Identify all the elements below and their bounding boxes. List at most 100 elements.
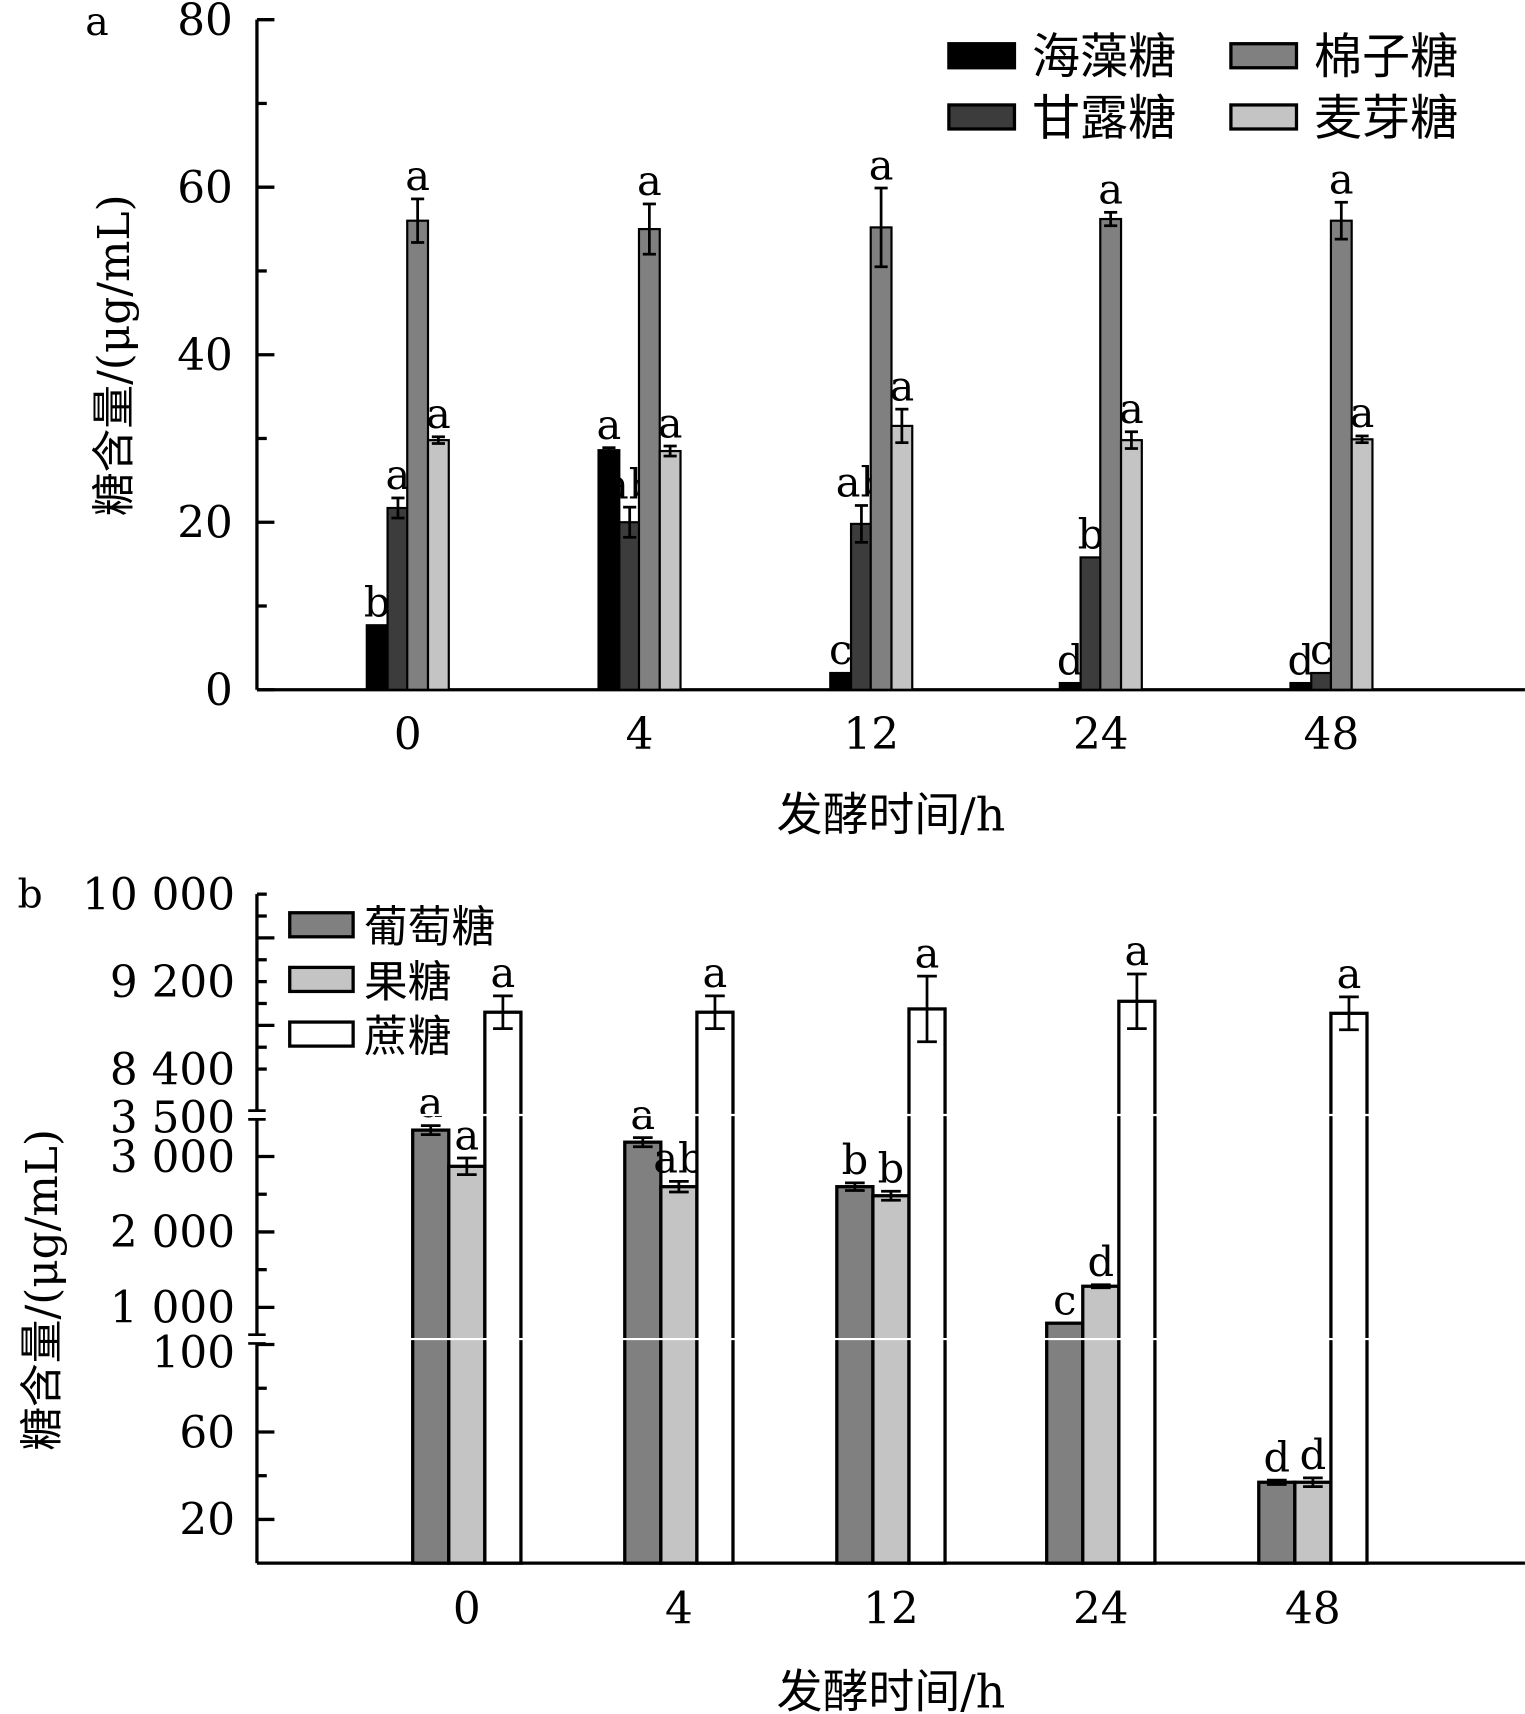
panel-a-bar xyxy=(426,439,450,691)
panel-b-bar xyxy=(659,1185,699,1565)
panel-b-x-tick-label: 48 xyxy=(1285,1583,1341,1634)
panel-a-y-tick-label: 0 xyxy=(205,665,233,716)
panel-b-bar xyxy=(483,1010,523,1565)
panel-b-bar xyxy=(907,1007,947,1565)
panel-b-y-tick-label: 3 500 xyxy=(110,1092,235,1143)
panel-b-y-tick-label: 9 200 xyxy=(110,957,235,1008)
panel-a-significance-letter: a xyxy=(1119,384,1144,433)
panel-b-legend-swatch xyxy=(288,965,355,994)
panel-b-legend-swatch xyxy=(288,1020,355,1048)
panel-a-significance-letter: a xyxy=(426,389,451,438)
panel-a-label: a xyxy=(85,0,108,45)
panel-b-x-tick-label: 4 xyxy=(665,1583,693,1634)
panel-b-legend-label: 果糖 xyxy=(364,957,451,1008)
panel-b-y-tick-label: 8 400 xyxy=(110,1044,235,1095)
panel-b-y-tick-label: 10 000 xyxy=(82,869,235,920)
panel-b-y-tick-label: 2 000 xyxy=(110,1207,235,1258)
panel-b-significance-letter: a xyxy=(491,948,516,997)
panel-a-significance-letter: a xyxy=(597,400,622,449)
panel-a-significance-letter: a xyxy=(658,398,683,447)
panel-b-significance-letter: d xyxy=(1300,1430,1327,1479)
panel-b-significance-letter: b xyxy=(878,1143,905,1192)
panel-b-x-tick-label: 12 xyxy=(863,1583,919,1634)
panel-a-bar xyxy=(406,219,430,691)
panel-a-significance-letter: a xyxy=(637,156,662,205)
panel-a-legend-swatch xyxy=(1229,42,1299,70)
axis-break-gap xyxy=(250,1334,266,1344)
panel-b-significance-letter: a xyxy=(418,1078,443,1127)
panel-a-x-tick-label: 4 xyxy=(626,709,654,760)
panel-a-x-tick-label: 24 xyxy=(1073,709,1129,760)
panel-b-significance-letter: a xyxy=(1125,926,1150,975)
panel-b-bar xyxy=(1045,1321,1085,1565)
panel-b-significance-letter: a xyxy=(915,928,940,977)
panel-a-bar xyxy=(1079,556,1103,691)
panel-b-significance-letter: c xyxy=(1053,1275,1076,1324)
panel-b-bar xyxy=(1257,1480,1297,1565)
panel-a-bar xyxy=(618,521,642,691)
panel-b-y-tick-label: 100 xyxy=(152,1327,235,1378)
panel-b-bar xyxy=(871,1194,911,1565)
panel-a-significance-letter: b xyxy=(364,578,391,627)
panel-b-bar xyxy=(1117,999,1157,1565)
panel-b-bar xyxy=(1293,1480,1333,1565)
panel-a-x-tick-label: 12 xyxy=(843,709,899,760)
panel-a-bar xyxy=(365,624,389,691)
panel-a-bar xyxy=(1119,439,1143,691)
panel-b-bar xyxy=(623,1140,663,1565)
panel-a-legend-label: 棉子糖 xyxy=(1314,29,1458,85)
panel-a-bar xyxy=(658,449,682,691)
panel-b-bar xyxy=(447,1164,487,1565)
panel-b-significance-letter: d xyxy=(1264,1432,1291,1481)
panel-a-legend-swatch xyxy=(947,42,1017,70)
panel-b-label: b xyxy=(18,871,43,917)
panel-b-significance-letter: a xyxy=(703,948,728,997)
panel-b-bar xyxy=(835,1185,875,1565)
panel-a-significance-letter: a xyxy=(1329,155,1354,204)
panel-a-bar xyxy=(1329,219,1353,691)
panel-a-bar xyxy=(1099,217,1123,691)
panel-a-x-title: 发酵时间/h xyxy=(777,788,1006,842)
panel-a-significance-letter: a xyxy=(889,361,914,410)
panel-a-y-title: 糖含量/(μg/mL) xyxy=(89,194,140,516)
panel-a-x-tick-label: 0 xyxy=(394,709,422,760)
panel-a-y-tick-label: 60 xyxy=(177,162,233,213)
panel-b-bar xyxy=(411,1128,451,1565)
panel-b-legend-label: 蔗糖 xyxy=(364,1012,451,1063)
panel-b-bar xyxy=(1081,1284,1121,1565)
panel-b-significance-letter: d xyxy=(1088,1237,1115,1286)
panel-b-x-title: 发酵时间/h xyxy=(777,1664,1006,1714)
panel-a-bar xyxy=(890,424,914,691)
panel-a-y-tick-label: 80 xyxy=(177,0,233,46)
panel-a-bar xyxy=(1350,438,1374,691)
panel-a-legend-label: 海藻糖 xyxy=(1032,29,1176,85)
panel-a-bar xyxy=(869,226,893,691)
panel-a-y-tick-label: 20 xyxy=(177,498,233,549)
panel-b-significance-letter: a xyxy=(1337,949,1362,998)
panel-b-y-tick-label: 60 xyxy=(179,1407,235,1458)
panel-a-significance-letter: a xyxy=(1350,388,1375,437)
panel-b-x-tick-label: 0 xyxy=(453,1583,481,1634)
panel-a-significance-letter: a xyxy=(869,140,894,189)
panel-a-significance-letter: d xyxy=(1288,635,1315,684)
panel-b-y-tick-label: 3 000 xyxy=(110,1132,235,1183)
panel-a-y-tick-label: 40 xyxy=(177,330,233,381)
panel-b-bar xyxy=(695,1010,735,1565)
panel-b-significance-letter: a xyxy=(454,1110,479,1159)
panel-a-bar xyxy=(849,522,873,691)
panel-a-significance-letter: c xyxy=(829,625,852,674)
panel-a-x-tick-label: 48 xyxy=(1304,709,1360,760)
panel-a-bar xyxy=(637,227,661,691)
panel-a-significance-letter: c xyxy=(1310,625,1333,674)
panel-b-x-tick-label: 24 xyxy=(1073,1583,1129,1634)
panel-a-bar xyxy=(829,671,853,691)
panel-a-bar xyxy=(386,506,410,691)
axis-break-gap xyxy=(250,1110,266,1120)
panel-b-y-tick-label: 1 000 xyxy=(110,1283,235,1334)
panel-b-y-tick-label: 20 xyxy=(179,1495,235,1546)
panel-a-legend-swatch xyxy=(1229,103,1299,131)
panel-a-legend-label: 甘露糖 xyxy=(1032,90,1176,146)
panel-a-significance-letter: d xyxy=(1057,635,1084,684)
